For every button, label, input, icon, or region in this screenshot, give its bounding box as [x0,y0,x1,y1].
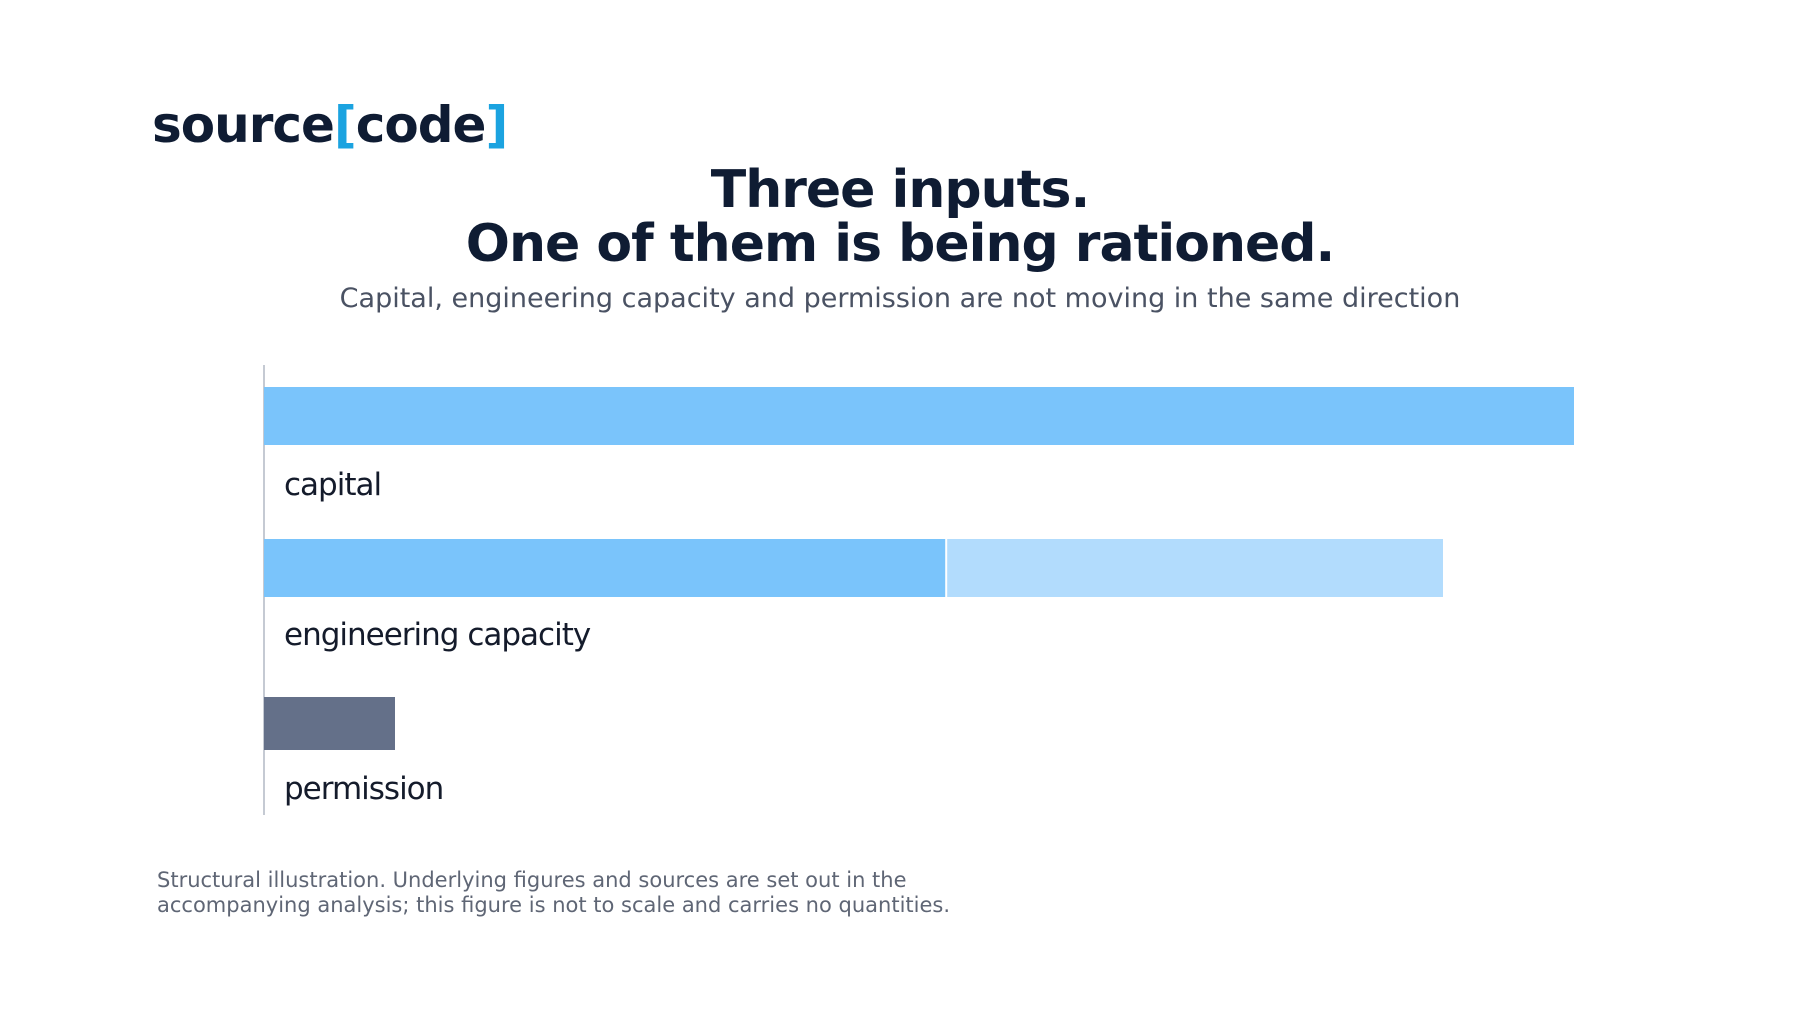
bar-permission-segment-1 [264,697,395,750]
logo-open-bracket: [ [333,96,357,154]
category-labels-layer: capital engineering capacity permission [284,467,592,807]
chart-title-line-1: Three inputs. [710,160,1090,220]
chart-title-line-2: One of them is being rationed. [465,214,1335,274]
logo-word-code: code [355,96,487,154]
category-label-permission: permission [284,771,443,807]
bar-engineering-capacity-segment-1 [264,539,946,597]
footnote-line-2: accompanying analysis; this figure is no… [157,893,951,917]
chart-subtitle: Capital, engineering capacity and permis… [339,283,1461,314]
logo-close-bracket: ] [485,96,508,154]
bars-layer [264,387,1574,750]
sourcecode-logo: source[code] [152,100,508,150]
category-label-capital: capital [284,467,381,503]
logo-word-source: source [152,96,335,154]
category-label-engineering-capacity: engineering capacity [284,617,591,653]
bar-capital-segment-1 [264,387,1574,445]
footnote: Structural illustration. Underlying figu… [157,868,1057,918]
footnote-line-1: Structural illustration. Underlying figu… [157,868,907,892]
bar-engineering-capacity-segment-2 [947,539,1443,597]
